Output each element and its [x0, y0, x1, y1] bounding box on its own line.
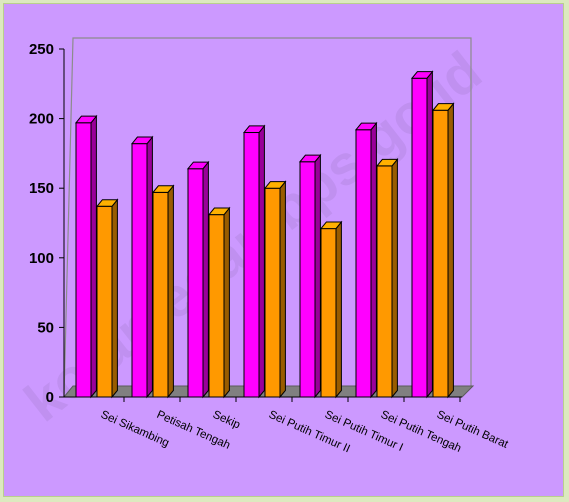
- y-axis: 0 50 100 150 200 250: [29, 41, 65, 406]
- bar-top: [186, 161, 210, 170]
- bars: [74, 70, 455, 399]
- y-tick-label: 250: [29, 41, 54, 58]
- bar-series1: [74, 114, 98, 399]
- bar-front: [355, 129, 372, 398]
- x-tick-label: Sekip: [211, 409, 242, 432]
- bar-series2: [263, 180, 287, 399]
- bar-top: [410, 71, 434, 79]
- bar-front: [131, 143, 148, 398]
- bar-side: [391, 157, 398, 399]
- bar-front: [187, 168, 204, 398]
- bar-series1: [186, 160, 210, 399]
- bar-side: [223, 206, 230, 399]
- bar-side: [258, 124, 265, 399]
- bar-series1: [242, 124, 266, 399]
- bar-side: [167, 184, 174, 399]
- bar-top: [431, 103, 455, 111]
- bar-series1: [298, 153, 322, 399]
- bar-side: [111, 198, 118, 399]
- bar-front: [264, 187, 281, 398]
- bar-side: [314, 153, 321, 399]
- bar-front: [432, 109, 449, 398]
- bar-series1: [354, 121, 378, 399]
- bar-top: [319, 221, 343, 230]
- bar-side: [426, 70, 433, 399]
- bar-front: [243, 132, 260, 398]
- bar-top: [74, 115, 98, 124]
- bar-series2: [151, 184, 175, 399]
- y-tick-label: 100: [29, 250, 54, 267]
- bar-top: [354, 122, 378, 131]
- bar-side: [370, 121, 377, 399]
- bar-side: [335, 220, 342, 399]
- bar-front: [299, 161, 316, 398]
- bar-top: [95, 199, 119, 207]
- bar-front: [75, 122, 92, 398]
- bar-side: [146, 135, 153, 399]
- y-tick-label: 200: [29, 111, 54, 128]
- bar-series2: [375, 157, 399, 399]
- y-tick-label: 0: [46, 389, 54, 406]
- y-tick-label: 50: [37, 319, 54, 336]
- bar-front: [152, 191, 169, 398]
- bar-front: [208, 214, 225, 398]
- bar-top: [242, 125, 266, 134]
- bar-side: [447, 102, 454, 399]
- bar-series1: [410, 70, 434, 399]
- bar-series2: [319, 220, 343, 399]
- bar-front: [411, 77, 428, 398]
- bar-top: [130, 136, 154, 145]
- bar-top: [207, 207, 231, 216]
- back-wall: [63, 37, 472, 398]
- bar-top: [151, 185, 175, 193]
- bar-side: [90, 114, 97, 399]
- y-tick-label: 150: [29, 180, 54, 197]
- bar-series1: [130, 135, 154, 399]
- bar-series2: [431, 102, 455, 399]
- bar-side: [202, 160, 209, 399]
- bar-front: [320, 228, 337, 398]
- bar-front: [96, 205, 113, 398]
- bar-front: [376, 165, 393, 398]
- bar-top: [263, 181, 287, 189]
- bar-series2: [207, 206, 231, 399]
- bar-side: [279, 180, 286, 399]
- bar-top: [375, 158, 399, 167]
- bar-series2: [95, 198, 119, 399]
- bar-top: [298, 154, 322, 163]
